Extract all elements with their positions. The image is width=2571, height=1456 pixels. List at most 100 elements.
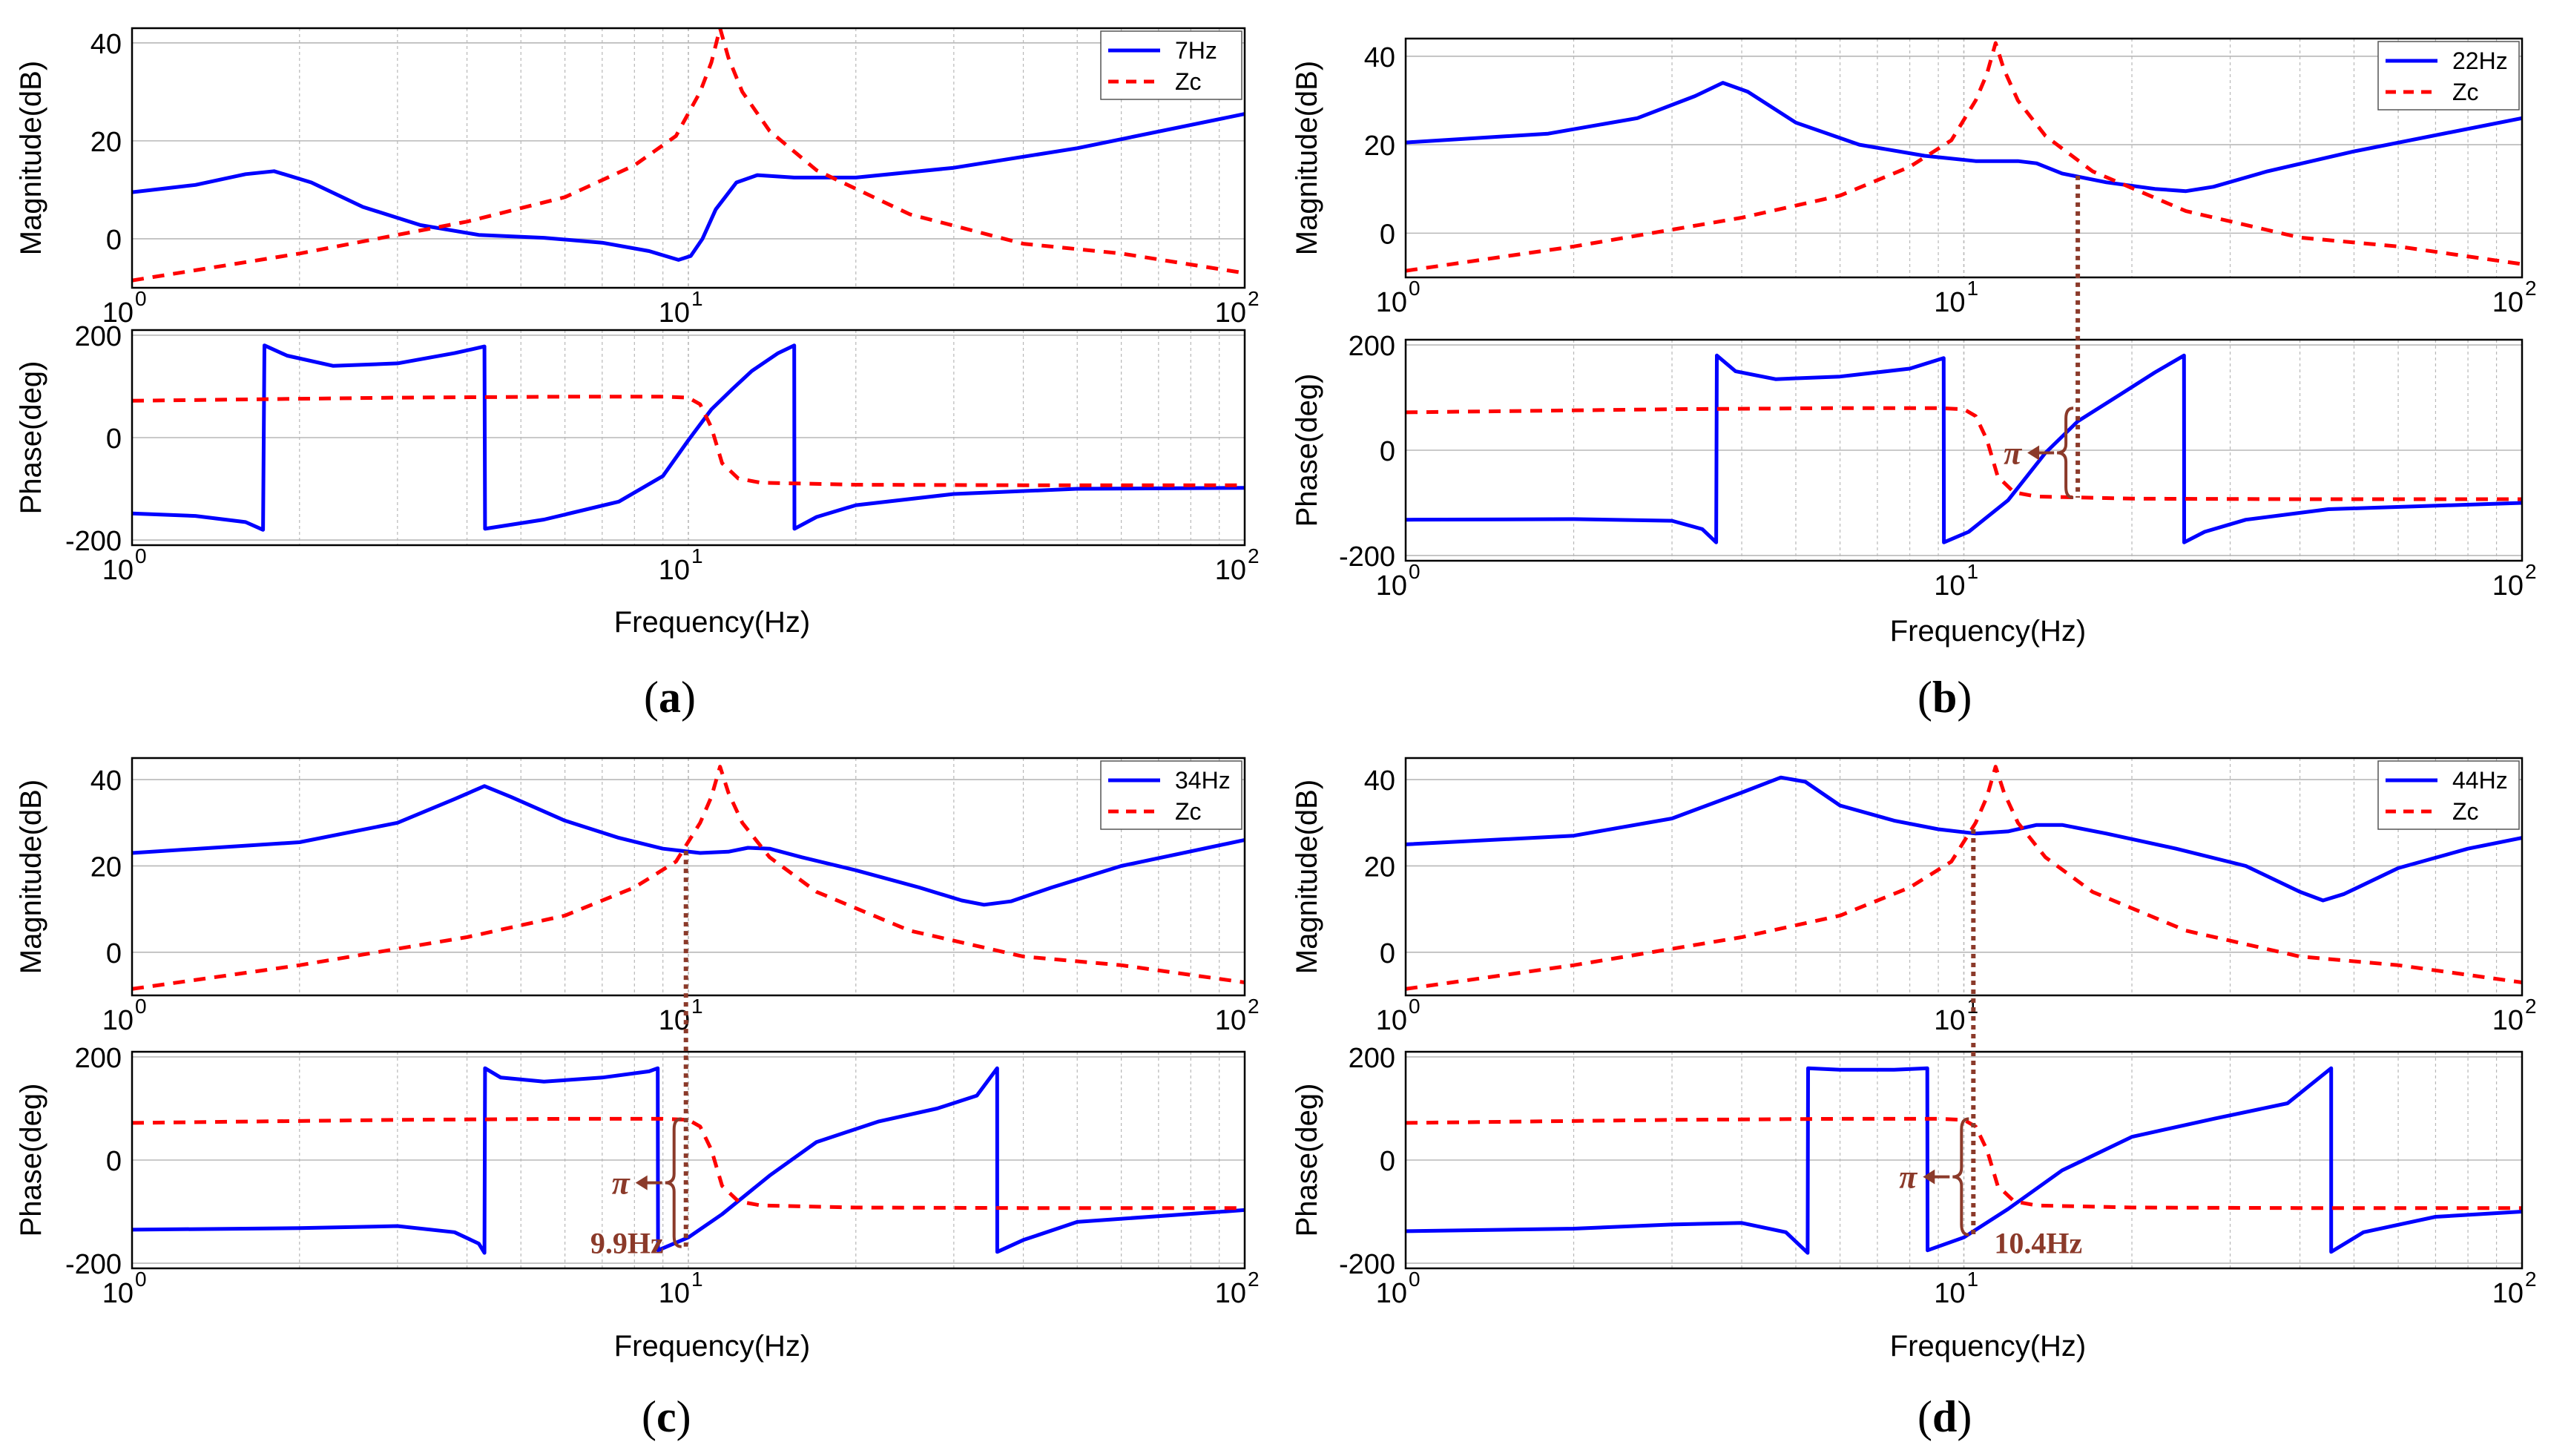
mag-y-tick-label: 20 <box>1364 851 1395 883</box>
phase-x-tick-label: 10 2 <box>1215 1268 1260 1309</box>
mag-y-tick-label: 0 <box>106 225 122 256</box>
mag-axes-frame <box>1404 37 2524 279</box>
svg-text:0: 0 <box>1409 560 1421 583</box>
svg-text:10: 10 <box>659 555 690 586</box>
mag-axes-frame <box>131 757 1246 997</box>
mag-y-tick-label: 40 <box>1364 42 1395 73</box>
svg-text:2: 2 <box>2525 1268 2537 1291</box>
mag-y-tick-label: 20 <box>1364 131 1395 162</box>
svg-text:1: 1 <box>691 995 703 1018</box>
mag-axes-frame <box>1404 757 2524 997</box>
mag-x-tick-label: 10 0 <box>102 995 147 1036</box>
svg-text:10: 10 <box>1215 555 1246 586</box>
mag-x-tick-label: 10 1 <box>659 995 703 1036</box>
mag-x-tick-label: 10 2 <box>1215 995 1260 1036</box>
magnitude-axis-label: Magnitude(dB) <box>15 780 47 974</box>
phase-axis-label: Phase(deg) <box>1291 374 1323 527</box>
svg-text:10: 10 <box>102 297 134 329</box>
legend-entry-zc: Zc <box>1175 798 1202 825</box>
phase-axes-frame <box>1404 338 2524 562</box>
phase-series-zc-line <box>1406 1116 2522 1210</box>
phase-x-tick-label: 10 1 <box>659 544 703 586</box>
svg-text:2: 2 <box>1248 1268 1260 1291</box>
mag-x-tick-label: 10 2 <box>2492 277 2537 318</box>
svg-text:0: 0 <box>135 995 147 1018</box>
svg-text:10: 10 <box>2492 1278 2524 1309</box>
legend: 34Hz Zc <box>1100 760 1242 830</box>
pi-label: π <box>2004 435 2022 472</box>
svg-text:1: 1 <box>691 544 703 567</box>
svg-text:0: 0 <box>1409 1268 1421 1291</box>
pi-arrow-head <box>1923 1169 1935 1185</box>
phase-series-open-loop-line <box>132 343 1245 532</box>
mag-x-tick-label: 10 2 <box>2492 995 2537 1036</box>
frequency-axis-label: Frequency(Hz) <box>614 606 811 639</box>
mag-x-tick-label: 10 0 <box>1376 995 1421 1036</box>
phase-series-open-loop-line <box>132 1066 1245 1255</box>
frequency-axis-label: Frequency(Hz) <box>1890 1330 2087 1363</box>
phase-y-tick-label: 200 <box>75 321 122 352</box>
svg-text:2: 2 <box>2525 277 2537 300</box>
mag-x-tick-label: 10 2 <box>1215 287 1260 329</box>
phase-axes-frame <box>131 329 1246 547</box>
svg-text:2: 2 <box>1248 544 1260 567</box>
legend: 44Hz Zc <box>2377 760 2520 830</box>
phase-axes-frame <box>131 1050 1246 1270</box>
crossing-annotation: π <box>2004 175 2081 499</box>
svg-text:0: 0 <box>135 544 147 567</box>
svg-text:10: 10 <box>659 1278 690 1309</box>
mag-series-open-loop-line <box>1406 81 2522 194</box>
panel-label: (c) <box>642 1392 691 1441</box>
magnitude-axis-label: Magnitude(dB) <box>15 61 47 255</box>
phase-y-tick-label: -200 <box>65 1249 122 1280</box>
svg-text:0: 0 <box>135 287 147 310</box>
phase-y-tick-label: -200 <box>1339 1249 1395 1280</box>
magnitude-axis-label: Magnitude(dB) <box>1291 61 1323 255</box>
pi-arrow-head <box>2027 445 2040 461</box>
svg-text:1: 1 <box>691 287 703 310</box>
svg-text:10: 10 <box>102 1005 134 1036</box>
phase-axis-label: Phase(deg) <box>1291 1084 1323 1237</box>
mag-axes-frame <box>131 27 1246 289</box>
phase-y-tick-label: 0 <box>1380 436 1395 467</box>
phase-axis-label: Phase(deg) <box>15 361 47 515</box>
phase-axis-label: Phase(deg) <box>15 1084 47 1237</box>
legend-entry-open-loop: 44Hz <box>2452 767 2508 794</box>
phase-x-tick-label: 10 1 <box>1934 1268 1978 1309</box>
svg-text:10: 10 <box>1215 1005 1246 1036</box>
legend: 7Hz Zc <box>1100 30 1242 100</box>
svg-text:0: 0 <box>1409 277 1421 300</box>
svg-text:0: 0 <box>135 1268 147 1291</box>
phase-x-tick-label: 10 2 <box>1215 544 1260 586</box>
mag-x-tick-label: 10 1 <box>659 287 703 329</box>
legend-entry-open-loop: 7Hz <box>1175 37 1217 64</box>
svg-text:1: 1 <box>1967 1268 1979 1291</box>
legend-entry-zc: Zc <box>2452 79 2479 105</box>
legend-entry-zc: Zc <box>1175 68 1202 95</box>
svg-text:10: 10 <box>659 297 690 329</box>
phase-y-tick-label: 200 <box>1349 1043 1395 1074</box>
svg-text:2: 2 <box>2525 560 2537 583</box>
mag-series-zc-line <box>1406 765 2522 991</box>
svg-text:10: 10 <box>1934 1278 1965 1309</box>
pi-arrow-head <box>635 1175 648 1190</box>
mag-y-tick-label: 40 <box>90 29 122 60</box>
phase-axes-frame <box>1404 1050 2524 1270</box>
pi-label: π <box>1899 1159 1917 1196</box>
phase-x-tick-label: 10 1 <box>659 1268 703 1309</box>
svg-text:10: 10 <box>2492 570 2524 602</box>
svg-text:10: 10 <box>2492 1005 2524 1036</box>
frequency-axis-label: Frequency(Hz) <box>1890 615 2087 648</box>
phase-y-tick-label: 0 <box>1380 1146 1395 1177</box>
phase-series-zc-line <box>1406 406 2522 501</box>
svg-text:1: 1 <box>691 1268 703 1291</box>
svg-text:1: 1 <box>1967 560 1979 583</box>
mag-y-tick-label: 0 <box>106 938 122 969</box>
mag-series-open-loop-line <box>132 784 1245 907</box>
mag-x-tick-label: 10 0 <box>102 287 147 329</box>
svg-text:10: 10 <box>102 1278 134 1309</box>
legend-entry-open-loop: 34Hz <box>1175 767 1231 794</box>
svg-text:10: 10 <box>1934 1005 1965 1036</box>
